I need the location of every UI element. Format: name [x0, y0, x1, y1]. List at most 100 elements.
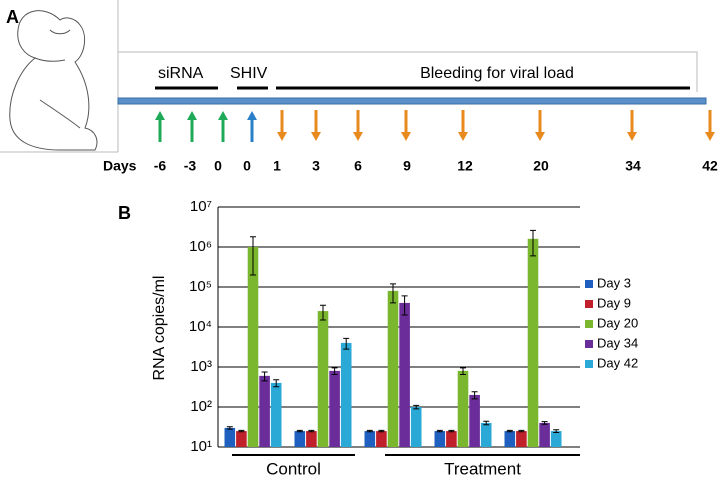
legend-label: Day 42	[597, 355, 638, 370]
group-label: Control	[266, 459, 321, 478]
error-bar	[331, 367, 338, 375]
error-bar	[448, 429, 455, 433]
y-tick-label: 10⁵	[189, 278, 212, 295]
arrow-head	[155, 111, 165, 120]
y-tick-label: 10⁷	[190, 198, 212, 215]
error-bar	[390, 283, 396, 304]
error-bar	[226, 426, 233, 430]
error-bar	[518, 429, 525, 433]
error-bar	[460, 367, 466, 375]
arrow-head	[458, 132, 468, 141]
timeline-bar	[117, 97, 707, 105]
legend-label: Day 20	[597, 315, 638, 330]
timeline-frame	[0, 0, 698, 153]
arrow-head	[535, 132, 545, 141]
bar	[224, 427, 236, 447]
legend-swatch	[585, 320, 593, 328]
bar	[340, 342, 352, 447]
phase-label: Bleeding for viral load	[420, 65, 574, 82]
arrow-head	[187, 111, 197, 120]
phase-label: siRNA	[158, 65, 204, 82]
error-bar	[250, 236, 256, 276]
legend-label: Day 34	[597, 335, 638, 350]
error-bar	[506, 429, 513, 433]
error-bar	[436, 429, 443, 433]
bar	[539, 422, 550, 447]
y-tick-label: 10¹	[190, 438, 212, 455]
bar	[247, 247, 259, 447]
arrow-head	[218, 111, 228, 120]
day-label: 1	[273, 158, 281, 174]
y-axis-label: RNA copies/ml	[151, 276, 168, 381]
error-bar	[378, 429, 385, 433]
phase-label: SHIV	[230, 65, 268, 82]
day-label: -3	[184, 158, 197, 174]
bar	[527, 238, 539, 447]
bar	[469, 394, 480, 447]
arrow-head	[353, 132, 363, 141]
y-tick-label: 10²	[190, 398, 212, 415]
day-label: 12	[457, 158, 473, 174]
arrow-head	[627, 132, 637, 141]
error-bar	[238, 429, 245, 433]
bar	[446, 431, 457, 447]
error-bar	[273, 379, 280, 388]
day-label: 42	[702, 158, 718, 174]
error-bar	[401, 295, 408, 316]
day-label: 34	[625, 158, 641, 174]
bar	[259, 375, 270, 447]
day-label: 3	[312, 158, 320, 174]
y-tick-label: 10⁶	[189, 238, 212, 255]
day-label: -6	[154, 158, 167, 174]
error-bar	[296, 429, 303, 433]
bar	[376, 431, 387, 447]
bar	[387, 290, 399, 447]
arrow-head	[401, 132, 411, 141]
error-bar	[366, 429, 373, 433]
panel-label: A	[6, 7, 19, 27]
group-label: Treatment	[444, 459, 521, 478]
bar	[399, 302, 410, 447]
legend-swatch	[585, 360, 593, 368]
arrow-head	[311, 132, 321, 141]
bar	[410, 407, 422, 447]
legend-swatch	[585, 280, 593, 288]
arrow-head	[705, 132, 715, 141]
monkey-sketch	[9, 10, 98, 151]
day-label: 0	[243, 158, 251, 174]
arrow-head	[247, 111, 257, 120]
error-bar	[320, 304, 326, 321]
error-bar	[308, 429, 315, 433]
bar	[480, 422, 492, 447]
legend-label: Day 9	[597, 295, 631, 310]
arrows	[155, 110, 715, 142]
legend-swatch	[585, 340, 593, 348]
day-label: 0	[214, 158, 222, 174]
day-label: 6	[354, 158, 362, 174]
bar	[294, 431, 306, 447]
panel-label: B	[118, 203, 131, 223]
arrow-head	[277, 132, 287, 141]
y-tick-label: 10³	[190, 358, 212, 375]
bar	[516, 431, 527, 447]
bar	[270, 382, 282, 447]
bar	[550, 431, 562, 447]
error-bar	[413, 404, 420, 410]
error-bar	[261, 371, 268, 382]
bar	[434, 431, 446, 447]
days-label: Days	[103, 158, 137, 174]
bar	[329, 370, 340, 447]
bar	[306, 431, 317, 447]
bar	[504, 431, 516, 447]
error-bar	[553, 429, 560, 434]
error-bar	[471, 391, 478, 400]
bar	[457, 370, 469, 447]
day-label: 20	[533, 158, 549, 174]
error-bar	[530, 229, 536, 257]
bar	[236, 431, 247, 447]
bar	[364, 431, 376, 447]
legend-swatch	[585, 300, 593, 308]
error-bar	[541, 421, 548, 425]
error-bar	[343, 337, 350, 350]
